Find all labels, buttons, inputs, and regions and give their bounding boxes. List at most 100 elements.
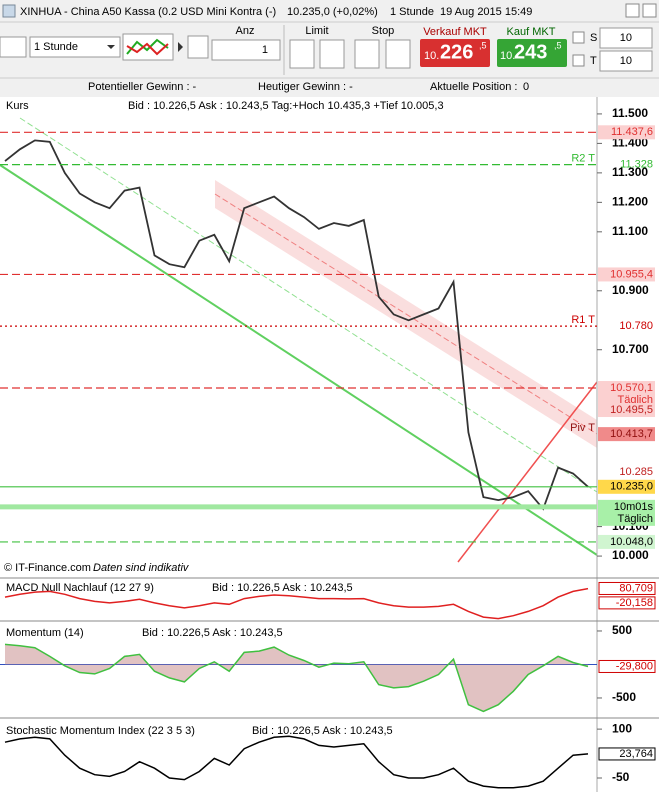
anz-input[interactable] <box>211 39 281 61</box>
sell-sup: ,5 <box>479 40 487 50</box>
value-label: 23,764 <box>619 748 653 760</box>
value-label: -29,800 <box>616 660 653 672</box>
y-tick-label: 100 <box>612 721 632 735</box>
header-interval: 1 Stunde <box>390 6 434 18</box>
level-label: 11.328 <box>620 159 653 171</box>
value-box <box>598 659 656 673</box>
sell-label: Verkauf MKT <box>423 26 487 38</box>
header-price: 10.235,0 (+0,02%) <box>287 6 378 18</box>
value-box <box>598 747 656 761</box>
y-tick-label: 500 <box>612 623 632 637</box>
panel-title: MACD Null Nachlauf (12 27 9) <box>6 582 154 594</box>
level-sub: Täglich <box>618 394 653 406</box>
panel-title: Stochastic Momentum Index (22 3 5 3) <box>6 725 195 737</box>
level-label: 10.285 <box>619 466 653 478</box>
level-box <box>598 125 655 140</box>
y-tick-label: 11.100 <box>612 224 648 238</box>
panel-info: Bid : 10.226,5 Ask : 10.243,5 <box>252 725 393 737</box>
buy-sup: ,5 <box>554 40 562 50</box>
sell-big: 226 <box>440 41 473 63</box>
interval-dropdown[interactable] <box>29 36 121 58</box>
potential-gain: Potentieller Gewinn : - <box>88 81 197 93</box>
y-tick-label: -500 <box>612 690 636 704</box>
trend-lines <box>0 117 598 563</box>
window-button[interactable] <box>625 3 640 18</box>
settings-button[interactable] <box>187 35 209 59</box>
s-label: S <box>590 32 597 44</box>
level-label: 11.437,6 <box>611 126 653 138</box>
level-box <box>598 267 655 282</box>
today-gain: Heutiger Gewinn : - <box>258 81 353 93</box>
y-tick-label: 10.900 <box>612 283 649 297</box>
position-label: Aktuelle Position : <box>430 81 517 93</box>
panel-info: Bid : 10.226,5 Ask : 10.243,5 Tag:+Hoch … <box>128 100 444 112</box>
buy-big: 243 <box>514 41 547 63</box>
app-icon <box>2 4 16 18</box>
level-box <box>598 499 655 526</box>
value-box <box>598 581 656 595</box>
y-tick-label: -50 <box>612 770 630 784</box>
panel-title: Momentum (14) <box>6 627 84 639</box>
y-tick-label: 11.300 <box>612 165 648 179</box>
anz-label: Anz <box>236 25 255 37</box>
indicator-line <box>4 735 589 789</box>
level-box <box>598 534 655 549</box>
level-label: 10.570,1 <box>610 382 653 394</box>
limit-label: Limit <box>305 25 328 37</box>
panel-info: Bid : 10.226,5 Ask : 10.243,5 <box>142 627 283 639</box>
y-tick-label: 10.700 <box>612 342 649 356</box>
t-value: 10 <box>620 55 632 67</box>
t-label: T <box>590 55 597 67</box>
sell-small: 10. <box>424 50 439 62</box>
chart-area <box>0 97 659 792</box>
level-tag: R2 T <box>571 153 595 165</box>
y-tick-label: 11.500 <box>612 106 648 120</box>
level-label: 10.495,5 <box>610 404 653 416</box>
indicator-line <box>4 587 589 620</box>
s-checkbox[interactable] <box>572 31 585 44</box>
level-box <box>598 381 655 408</box>
y-tick-label: 11.200 <box>612 195 648 209</box>
level-tag: Piv T <box>570 422 595 434</box>
level-box <box>598 427 655 442</box>
window-title: XINHUA - China A50 Kassa (0.2 USD Mini K… <box>20 6 276 18</box>
level-label: 10.413,7 <box>610 428 653 440</box>
t-input[interactable] <box>599 50 653 72</box>
indicator-line <box>4 139 589 511</box>
side-button[interactable] <box>0 36 27 58</box>
level-label: 10.955,4 <box>610 268 653 280</box>
level-label: 10.048,0 <box>610 536 653 548</box>
level-label: 10.780 <box>619 320 653 332</box>
level-box <box>598 479 655 494</box>
t-checkbox[interactable] <box>572 54 585 67</box>
y-tick-label: 10.000 <box>612 548 649 562</box>
limit-sell-button[interactable] <box>319 39 345 69</box>
s-input[interactable] <box>599 27 653 49</box>
window-button[interactable] <box>642 3 657 18</box>
buy-button[interactable] <box>497 39 567 67</box>
panel-info: Bid : 10.226,5 Ask : 10.243,5 <box>212 582 353 594</box>
buy-small: 10. <box>500 50 515 62</box>
stop-label: Stop <box>372 25 395 37</box>
copyright: © IT-Finance.com <box>4 562 91 574</box>
header-datetime: 19 Aug 2015 15:49 <box>440 6 532 18</box>
value-label: 80,709 <box>619 582 653 594</box>
limit-buy-button[interactable] <box>289 39 315 69</box>
stop-buy-button[interactable] <box>354 39 380 69</box>
anz-value: 1 <box>262 44 268 56</box>
buy-label: Kauf MKT <box>507 26 556 38</box>
s-value: 10 <box>620 32 632 44</box>
disclaimer: Daten sind indikativ <box>93 562 190 574</box>
level-sub: Täglich <box>618 513 653 525</box>
panel-title: Kurs <box>6 100 29 112</box>
sell-button[interactable] <box>420 39 490 67</box>
level-label: 10.235,0 <box>610 481 653 493</box>
indicator-line <box>4 643 589 713</box>
interval-value: 1 Stunde <box>34 41 78 53</box>
level-label: 10m01s <box>614 501 654 513</box>
level-tag: R1 T <box>571 314 595 326</box>
level-box <box>598 403 655 418</box>
position-value: 0 <box>523 81 529 93</box>
stop-sell-button[interactable] <box>385 39 411 69</box>
